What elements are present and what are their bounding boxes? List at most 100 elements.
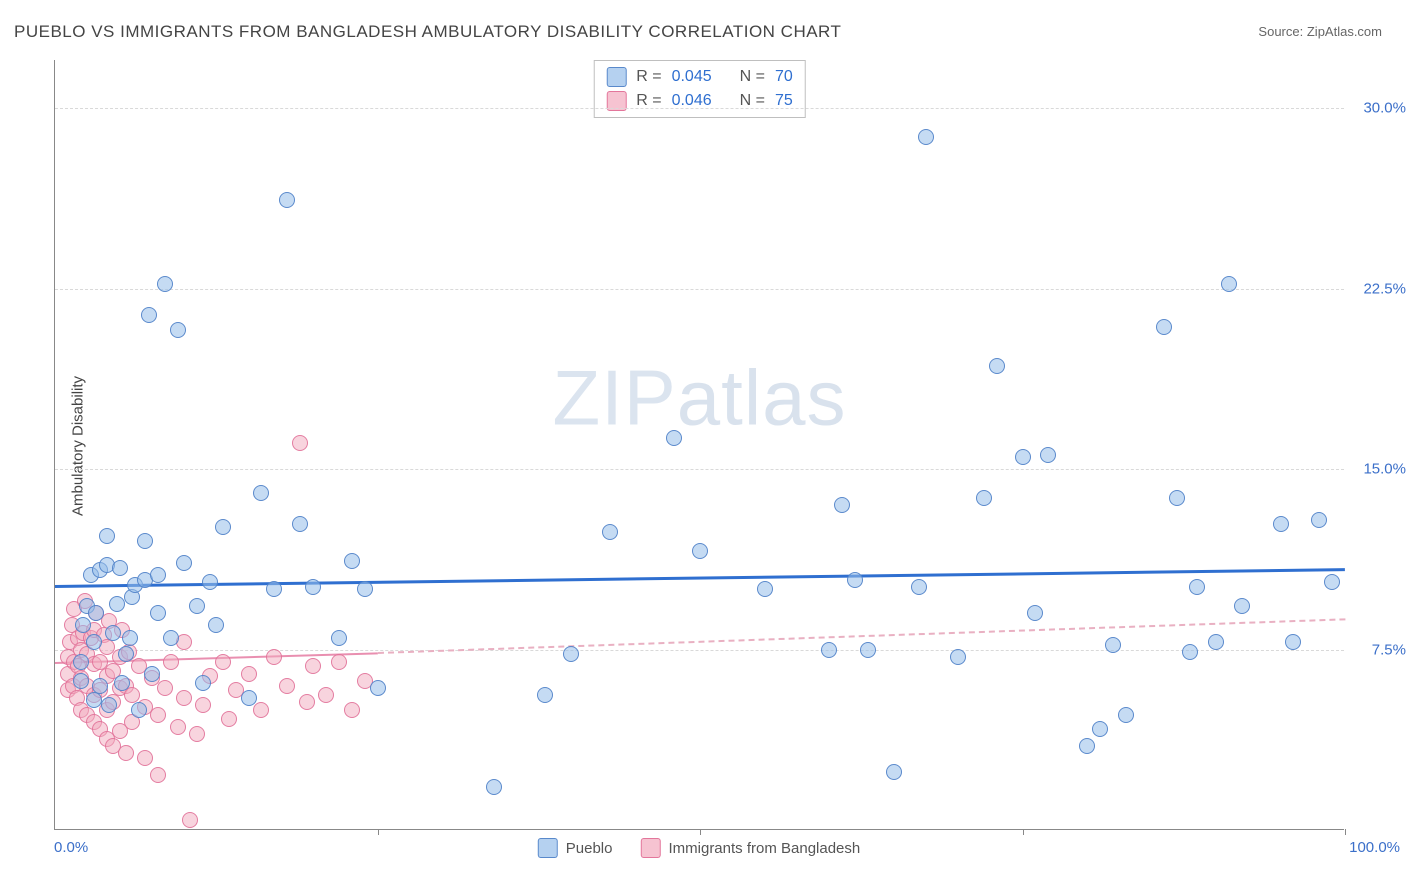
scatter-point	[305, 658, 321, 674]
scatter-point	[73, 654, 89, 670]
scatter-point	[170, 719, 186, 735]
chart-title: PUEBLO VS IMMIGRANTS FROM BANGLADESH AMB…	[14, 22, 841, 42]
scatter-point	[118, 745, 134, 761]
scatter-point	[563, 646, 579, 662]
scatter-point	[344, 553, 360, 569]
scatter-point	[1285, 634, 1301, 650]
scatter-point	[357, 581, 373, 597]
scatter-point	[144, 666, 160, 682]
scatter-point	[1040, 447, 1056, 463]
watermark-part-a: ZIP	[552, 354, 676, 442]
scatter-point	[292, 435, 308, 451]
scatter-point	[137, 750, 153, 766]
scatter-point	[1189, 579, 1205, 595]
scatter-point	[112, 560, 128, 576]
gridline	[55, 469, 1344, 470]
scatter-point	[486, 779, 502, 795]
scatter-point	[757, 581, 773, 597]
scatter-point	[976, 490, 992, 506]
scatter-point	[101, 697, 117, 713]
scatter-point	[834, 497, 850, 513]
scatter-point	[1092, 721, 1108, 737]
scatter-point	[150, 767, 166, 783]
scatter-point	[241, 690, 257, 706]
scatter-point	[163, 654, 179, 670]
scatter-point	[847, 572, 863, 588]
scatter-point	[202, 574, 218, 590]
scatter-point	[1027, 605, 1043, 621]
scatter-point	[88, 605, 104, 621]
scatter-point	[918, 129, 934, 145]
scatter-point	[253, 485, 269, 501]
scatter-point	[157, 680, 173, 696]
scatter-point	[821, 642, 837, 658]
scatter-point	[1105, 637, 1121, 653]
scatter-point	[331, 654, 347, 670]
scatter-point	[266, 649, 282, 665]
scatter-point	[215, 654, 231, 670]
scatter-point	[911, 579, 927, 595]
scatter-point	[860, 642, 876, 658]
source-credit: Source: ZipAtlas.com	[1258, 24, 1382, 39]
scatter-point	[99, 528, 115, 544]
scatter-point	[299, 694, 315, 710]
watermark-part-b: atlas	[677, 354, 847, 442]
scatter-point	[1182, 644, 1198, 660]
scatter-point	[208, 617, 224, 633]
y-tick-label: 7.5%	[1350, 641, 1406, 658]
n-label: N =	[740, 68, 765, 86]
scatter-point	[1156, 319, 1172, 335]
x-axis-max-label: 100.0%	[1349, 839, 1400, 856]
y-tick-label: 22.5%	[1350, 280, 1406, 297]
scatter-point	[537, 687, 553, 703]
scatter-point	[215, 519, 231, 535]
scatter-point	[114, 675, 130, 691]
plot-region: ZIPatlas R = 0.045 N = 70 R = 0.046 N = …	[54, 60, 1344, 830]
scatter-point	[318, 687, 334, 703]
x-tick	[700, 829, 701, 835]
scatter-point	[692, 543, 708, 559]
scatter-point	[73, 673, 89, 689]
scatter-point	[92, 678, 108, 694]
correlation-legend-box: R = 0.045 N = 70 R = 0.046 N = 75	[593, 60, 806, 118]
scatter-point	[886, 764, 902, 780]
bottom-legend: Pueblo Immigrants from Bangladesh	[538, 838, 860, 858]
scatter-point	[189, 726, 205, 742]
scatter-point	[602, 524, 618, 540]
scatter-point	[163, 630, 179, 646]
correlation-row: R = 0.045 N = 70	[594, 65, 805, 89]
scatter-point	[989, 358, 1005, 374]
scatter-point	[1015, 449, 1031, 465]
trend-line	[55, 568, 1345, 588]
scatter-point	[122, 630, 138, 646]
scatter-point	[305, 579, 321, 595]
n-value: 70	[775, 68, 793, 86]
legend-item: Pueblo	[538, 838, 613, 858]
scatter-point	[131, 702, 147, 718]
chart-area: ZIPatlas R = 0.045 N = 70 R = 0.046 N = …	[54, 60, 1344, 830]
scatter-point	[86, 634, 102, 650]
x-tick	[378, 829, 379, 835]
scatter-point	[666, 430, 682, 446]
scatter-point	[1118, 707, 1134, 723]
scatter-point	[150, 605, 166, 621]
scatter-point	[1221, 276, 1237, 292]
scatter-point	[1324, 574, 1340, 590]
scatter-point	[344, 702, 360, 718]
scatter-point	[150, 567, 166, 583]
scatter-point	[170, 322, 186, 338]
source-value: ZipAtlas.com	[1307, 24, 1382, 39]
scatter-point	[221, 711, 237, 727]
r-value: 0.045	[672, 68, 712, 86]
gridline	[55, 650, 1344, 651]
y-tick-label: 15.0%	[1350, 461, 1406, 478]
legend-label: Immigrants from Bangladesh	[668, 840, 860, 857]
gridline	[55, 108, 1344, 109]
gridline	[55, 289, 1344, 290]
correlation-row: R = 0.046 N = 75	[594, 89, 805, 113]
scatter-point	[1079, 738, 1095, 754]
scatter-point	[1208, 634, 1224, 650]
x-tick	[1345, 829, 1346, 835]
scatter-point	[279, 192, 295, 208]
watermark: ZIPatlas	[552, 353, 846, 444]
